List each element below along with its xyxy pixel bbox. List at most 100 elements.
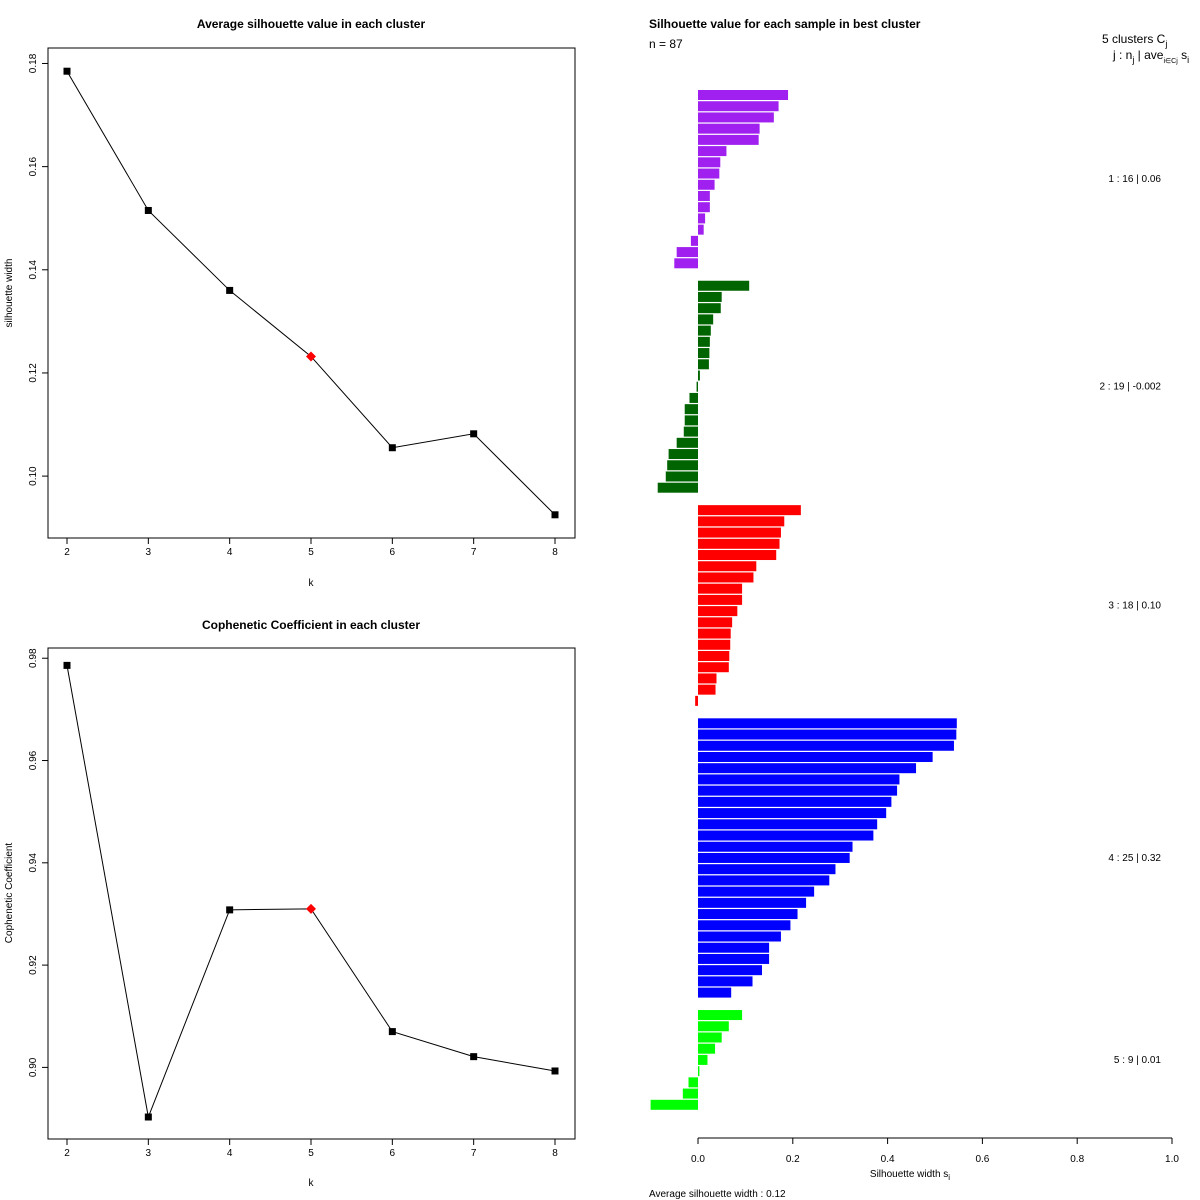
silhouette-bar <box>698 774 900 785</box>
silhouette-bar <box>698 617 733 628</box>
y-tick-label: 0.16 <box>28 156 39 176</box>
series <box>63 661 559 1121</box>
silhouette-bar <box>698 606 738 617</box>
silhouette-bar <box>698 763 917 774</box>
silhouette-bar <box>698 651 730 661</box>
silhouette-bar <box>698 740 954 751</box>
silhouette-bar <box>698 1032 722 1043</box>
x-tick-label: 0.0 <box>691 1154 705 1165</box>
silhouette-bar <box>698 886 815 897</box>
y-tick-label: 0.98 <box>28 648 39 668</box>
chart-title: Average silhouette value in each cluster <box>197 17 426 31</box>
data-point <box>551 1067 559 1075</box>
silhouette-bar-chart: Silhouette value for each sample in best… <box>649 17 1189 1200</box>
series <box>63 67 559 519</box>
silhouette-bar <box>698 684 716 695</box>
silhouette-bar <box>698 965 762 976</box>
silhouette-bar <box>698 987 732 998</box>
x-tick-label: 6 <box>390 1148 396 1159</box>
cophenetic-line-chart: Cophenetic Coefficient in each cluster 2… <box>4 618 576 1189</box>
cluster-labels: 1 : 16 | 0.06 2 : 19 | -0.002 3 : 18 | 0.1… <box>1099 174 1161 1066</box>
x-tick-label: 2 <box>64 547 70 558</box>
silhouette-bar <box>698 112 774 123</box>
silhouette-bar <box>698 168 720 179</box>
silhouette-bar <box>688 1077 698 1088</box>
silhouette-bar <box>689 392 698 403</box>
silhouette-bar <box>674 258 698 269</box>
data-point <box>388 1028 396 1036</box>
silhouette-bar <box>690 235 698 246</box>
silhouette-bar <box>698 942 770 953</box>
x-axis-label: k <box>309 1178 315 1189</box>
series-line <box>66 665 556 1119</box>
x-tick-label: 7 <box>471 547 477 558</box>
silhouette-bar <box>657 482 698 493</box>
silhouette-bar <box>698 336 710 347</box>
silhouette-bar <box>665 471 698 482</box>
silhouette-bar <box>698 583 743 594</box>
plot-frame <box>47 647 576 1140</box>
data-point <box>470 430 478 438</box>
cluster-label: 3 : 18 | 0.10 <box>1108 601 1161 612</box>
x-axis-label: k <box>309 578 315 589</box>
x-tick-label: 3 <box>146 1148 152 1159</box>
x-tick-label: 7 <box>471 1148 477 1159</box>
data-point <box>144 1113 152 1121</box>
silhouette-bar <box>698 146 727 157</box>
data-point <box>551 511 559 519</box>
y-tick-label: 0.92 <box>28 955 39 975</box>
silhouette-bar <box>698 751 933 762</box>
silhouette-bar <box>698 594 743 605</box>
silhouette-bar <box>696 381 698 392</box>
data-point <box>63 67 71 75</box>
x-tick-label: 2 <box>64 1148 70 1159</box>
series-line <box>66 70 556 516</box>
highlight-point <box>306 351 316 362</box>
silhouette-bar <box>698 852 850 863</box>
plot-frame <box>47 47 576 539</box>
cluster-label: 4 : 25 | 0.32 <box>1108 853 1161 864</box>
x-tick-label: 6 <box>390 547 396 558</box>
y-tick-label: 0.96 <box>28 750 39 770</box>
silhouette-bar <box>698 280 750 291</box>
silhouette-bar <box>698 224 704 235</box>
silhouette-bar <box>698 202 710 213</box>
silhouette-bar <box>698 1021 729 1032</box>
y-tick-label: 0.90 <box>28 1057 39 1077</box>
data-point <box>226 286 234 294</box>
silhouette-bar <box>698 953 770 964</box>
silhouette-bar <box>698 516 785 527</box>
y-axis: 0.10 0.12 0.14 0.16 0.18 <box>28 53 48 486</box>
silhouette-bar <box>698 303 721 314</box>
silhouette-bar <box>698 976 753 987</box>
silhouette-bar <box>698 1043 716 1054</box>
silhouette-bar <box>698 808 887 819</box>
y-axis-label: silhouette width <box>4 259 15 328</box>
silhouette-bar <box>698 931 781 942</box>
silhouette-bar <box>667 460 698 471</box>
silhouette-bar <box>684 415 698 426</box>
y-tick-label: 0.18 <box>28 53 39 73</box>
silhouette-bar <box>698 897 807 908</box>
silhouette-bar <box>698 370 700 381</box>
silhouette-bar <box>698 359 709 370</box>
y-tick-label: 0.12 <box>28 363 39 383</box>
y-axis-label: Cophenetic Coefficient <box>4 843 15 944</box>
x-tick-label: 8 <box>552 547 558 558</box>
silhouette-bar <box>682 1088 698 1099</box>
data-point <box>63 661 71 669</box>
x-axis: 0.0 0.2 0.4 0.6 0.8 1.0 <box>691 1138 1179 1165</box>
silhouette-bar <box>698 864 836 875</box>
silhouette-bar <box>698 134 759 145</box>
silhouette-bar <box>698 190 710 201</box>
average-silhouette-footer: Average silhouette width : 0.12 <box>649 1189 786 1200</box>
x-tick-label: 8 <box>552 1148 558 1159</box>
silhouette-bar <box>698 538 780 549</box>
cluster-label: 2 : 19 | -0.002 <box>1099 382 1161 393</box>
silhouette-bar <box>698 841 853 852</box>
silhouette-bar <box>698 527 781 538</box>
silhouette-bar <box>698 90 789 100</box>
x-tick-label: 4 <box>227 547 233 558</box>
sample-count: n = 87 <box>649 37 683 51</box>
